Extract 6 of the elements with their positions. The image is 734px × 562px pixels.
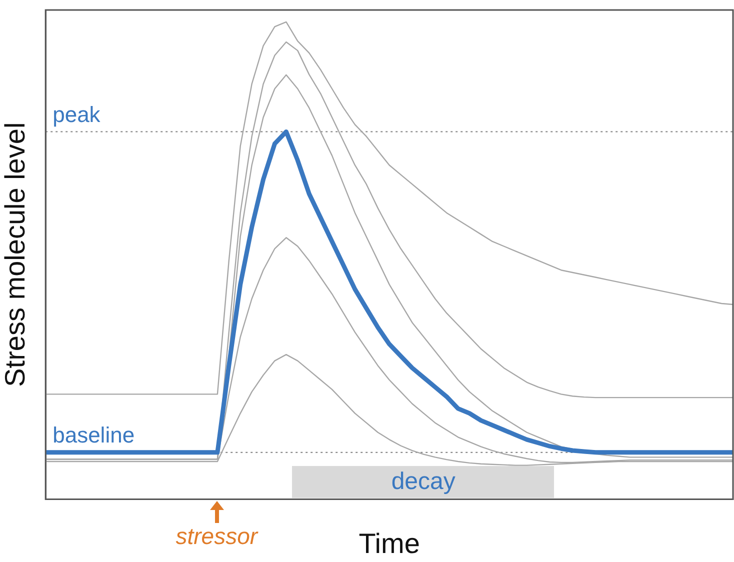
x-axis-title: Time xyxy=(358,528,420,559)
annotation: decay xyxy=(391,468,456,496)
y-axis-title: Stress molecule level xyxy=(0,122,31,387)
ref-line-label: baseline xyxy=(52,422,135,448)
ref-line-label: peak xyxy=(52,102,102,127)
text: stressor xyxy=(176,523,258,550)
